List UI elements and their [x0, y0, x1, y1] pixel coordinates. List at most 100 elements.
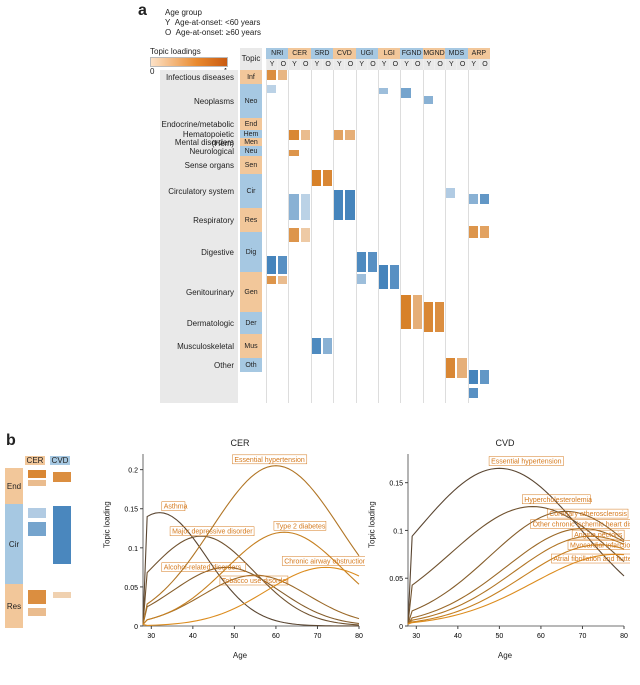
row-label: Digestive — [201, 248, 234, 257]
subcol-header: Y — [266, 59, 277, 70]
subcol-header: Y — [445, 59, 456, 70]
curve-label: Tobacco use disorder — [222, 578, 289, 585]
heatmap-stripe — [289, 194, 298, 220]
chart-svg: 00.050.10.150.2304050607080AsthmaMajor d… — [115, 448, 365, 648]
curve-label: Essential hypertension — [234, 457, 305, 464]
subcol-header: O — [300, 59, 311, 70]
svg-text:0: 0 — [399, 624, 403, 631]
subcol-header: Y — [378, 59, 389, 70]
mini-col-header: CVD — [50, 456, 70, 465]
curve-label: Atrial fibrillation and flutter — [553, 556, 630, 563]
chart-svg: 00.050.10.15304050607080Essential hypert… — [380, 448, 630, 648]
svg-text:40: 40 — [454, 633, 462, 640]
heatmap-stripe — [368, 252, 377, 272]
heatmap-stripe — [413, 295, 422, 329]
topic-cell: Neu — [240, 146, 262, 156]
legend-title: Age group — [165, 8, 261, 17]
curve-label: Coronary atherosclerosis — [549, 511, 627, 518]
heatmap-stripe — [312, 338, 321, 354]
heatmap-stripe — [301, 130, 310, 140]
topic-cell: Res — [240, 208, 262, 232]
topic-cell: Neo — [240, 84, 262, 118]
topic-cell: Oth — [240, 358, 262, 372]
svg-text:0.1: 0.1 — [128, 546, 138, 553]
row-label: Circulatory system — [168, 187, 234, 196]
subcol-header: O — [367, 59, 378, 70]
subcol-header: O — [344, 59, 355, 70]
heatmap-stripe — [301, 194, 310, 220]
heatmap-stripe — [289, 228, 298, 242]
heatmap-stripe — [446, 358, 455, 378]
topic-cell: Hem — [240, 130, 262, 138]
heatmap-stripe — [267, 85, 276, 93]
heatmap-stripe — [379, 265, 388, 289]
topic-cell: Der — [240, 312, 262, 334]
subcol-header: Y — [288, 59, 299, 70]
heatmap-stripe — [278, 276, 287, 284]
chart-cvd: CVD Topic loading Age 00.050.10.15304050… — [380, 438, 630, 658]
col-header: UGI — [356, 48, 378, 59]
svg-text:0.2: 0.2 — [128, 468, 138, 475]
curve-label: Angina pectoris — [574, 532, 623, 539]
mini-stripe — [28, 608, 46, 616]
heatmap-stripe — [357, 274, 366, 284]
subcol-header: O — [389, 59, 400, 70]
row-label: Neoplasms — [194, 97, 234, 106]
heatmap-stripe — [401, 88, 410, 98]
heatmap-stripe — [289, 130, 298, 140]
col-header: MDS — [445, 48, 467, 59]
heatmap-stripe — [390, 265, 399, 289]
row-label: Respiratory — [193, 216, 234, 225]
panel-a-label: a — [138, 2, 147, 20]
subcol-header: O — [322, 59, 333, 70]
heatmap-stripe — [480, 194, 489, 204]
svg-text:0.15: 0.15 — [389, 481, 403, 488]
heatmap-stripe — [435, 302, 444, 332]
mini-row-label: Res — [5, 584, 23, 628]
mini-stripe — [53, 506, 71, 564]
curve-label: Hypercholesterolemia — [524, 497, 592, 504]
mini-stripe — [28, 470, 46, 478]
subcol-header: O — [456, 59, 467, 70]
mini-row-label: Cir — [5, 504, 23, 584]
row-label: Dermatologic — [187, 319, 234, 328]
subcol-header: O — [412, 59, 423, 70]
subcol-header: Y — [356, 59, 367, 70]
svg-text:0: 0 — [134, 624, 138, 631]
heatmap-stripe — [469, 226, 478, 238]
chart-cvd-title: CVD — [380, 438, 630, 448]
svg-text:30: 30 — [412, 633, 420, 640]
topic-shortcodes: InfNeoEndHemMenNeuSenCirResDigGenDerMusO… — [240, 70, 262, 403]
curve-label: Major depressive disorder — [172, 529, 253, 536]
topic-cell: Mus — [240, 334, 262, 358]
heatmap-stripe — [278, 256, 287, 274]
topic-cell: Dig — [240, 232, 262, 272]
mini-stripe — [53, 472, 71, 482]
heatmap-stripe — [480, 226, 489, 238]
heatmap-stripe — [301, 228, 310, 242]
curve-label: Myocardial infarction — [570, 543, 630, 550]
panel-b-mini-heatmap: CERCVDEndCirRes — [25, 468, 75, 628]
subcol-header: Y — [333, 59, 344, 70]
svg-text:70: 70 — [579, 633, 587, 640]
topic-cell: Cir — [240, 174, 262, 208]
mini-stripe — [28, 522, 46, 536]
heatmap-stripe — [345, 130, 354, 140]
heatmap-stripe — [345, 190, 354, 220]
panel-a-heatmap: Infectious diseasesNeoplasmsEndocrine/me… — [160, 48, 490, 403]
subcol-header: Y — [400, 59, 411, 70]
subcol-header: O — [434, 59, 445, 70]
curve-label: Other chronic ischemic heart disease, un… — [533, 522, 630, 529]
col-header: CVD — [333, 48, 355, 59]
svg-text:50: 50 — [495, 633, 503, 640]
curve-label: Type 2 diabetes — [276, 523, 326, 530]
col-header: LGI — [378, 48, 400, 59]
heatmap-stripe — [424, 302, 433, 332]
heatmap-stripe — [457, 358, 466, 378]
svg-text:30: 30 — [147, 633, 155, 640]
subcol-header: Y — [311, 59, 322, 70]
legend-old: O Age-at-onset: ≥60 years — [165, 28, 261, 37]
row-label: Neurological — [190, 147, 234, 156]
svg-text:70: 70 — [314, 633, 322, 640]
svg-text:0.15: 0.15 — [124, 507, 138, 514]
